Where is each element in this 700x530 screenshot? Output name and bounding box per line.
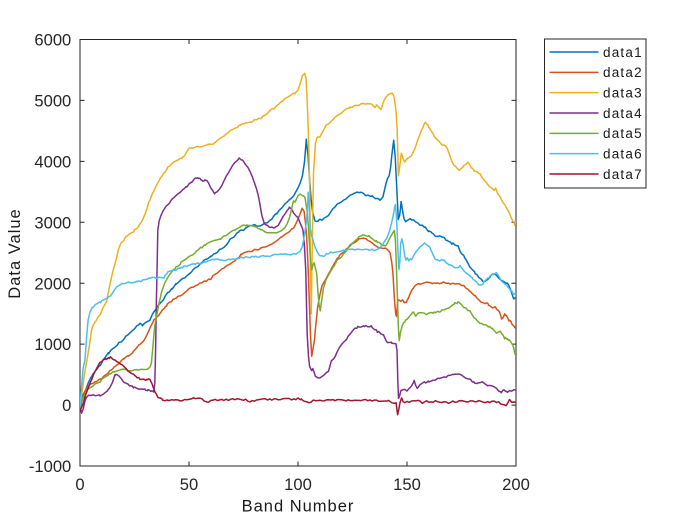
- svg-text:data6: data6: [603, 147, 643, 162]
- svg-text:data7: data7: [603, 167, 643, 182]
- svg-text:data4: data4: [603, 106, 643, 121]
- svg-text:data1: data1: [603, 45, 643, 60]
- svg-text:0: 0: [62, 396, 71, 415]
- svg-text:2000: 2000: [34, 274, 71, 293]
- svg-text:200: 200: [502, 475, 530, 494]
- svg-text:100: 100: [284, 475, 312, 494]
- svg-text:6000: 6000: [34, 31, 71, 50]
- svg-text:Band Number: Band Number: [242, 498, 355, 516]
- svg-text:data2: data2: [603, 65, 643, 80]
- svg-text:0: 0: [75, 475, 84, 494]
- svg-text:5000: 5000: [34, 92, 71, 111]
- svg-text:150: 150: [393, 475, 421, 494]
- svg-text:-1000: -1000: [29, 457, 71, 476]
- svg-text:3000: 3000: [34, 213, 71, 232]
- svg-text:data5: data5: [603, 126, 643, 141]
- svg-text:1000: 1000: [34, 335, 71, 354]
- svg-text:4000: 4000: [34, 152, 71, 171]
- svg-text:data3: data3: [603, 86, 643, 101]
- svg-text:Data Value: Data Value: [6, 208, 24, 298]
- svg-text:50: 50: [180, 475, 198, 494]
